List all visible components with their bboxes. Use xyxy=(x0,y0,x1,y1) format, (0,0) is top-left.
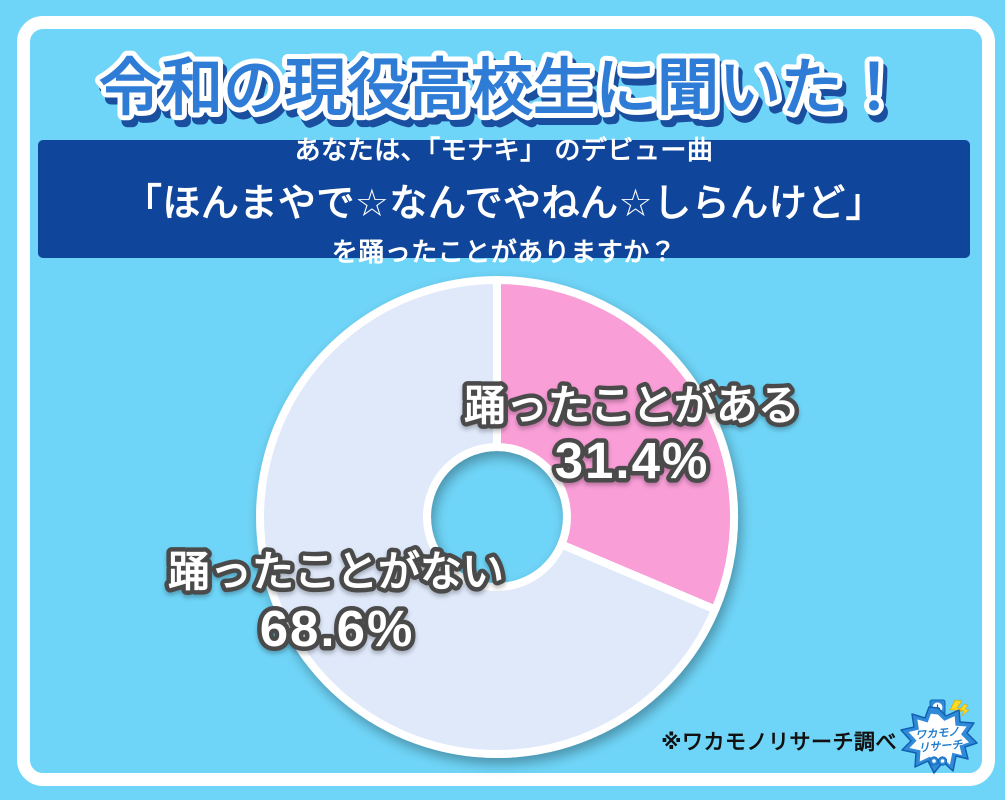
goggles-icon xyxy=(929,756,948,766)
slice-label-have-danced: 踊ったことがある xyxy=(464,382,800,429)
logo-text-line1: ワカモノ xyxy=(915,726,961,742)
burst-bubble xyxy=(900,706,978,774)
slice-value-never-danced: 68.6% xyxy=(260,600,415,657)
source-note: ※ワカモノリサーチ調べ xyxy=(661,731,897,754)
headline: 令和の現役高校生に聞いた！ 令和の現役高校生に聞いた！ xyxy=(94,49,914,135)
slice-label-never-danced: 踊ったことがない xyxy=(168,548,504,595)
pie-slice-never-danced xyxy=(256,276,720,758)
question-line-1: あなたは、「モナキ」 のデビュー曲 xyxy=(294,134,714,165)
logo-text-line2: リサーチ xyxy=(918,739,964,755)
slice-value-have-danced: 31.4% xyxy=(555,432,710,489)
question-banner: あなたは、「モナキ」 のデビュー曲 「ほんまやで☆なんでやねん☆しらんけど」 を… xyxy=(38,135,970,267)
question-line-3: を踊ったことがありますか？ xyxy=(331,236,677,267)
wakamono-research-logo: ワカモノ リサーチ xyxy=(900,699,978,774)
pie-slice-have-danced xyxy=(493,276,738,614)
page-title-shadow: 令和の現役高校生に聞いた！ xyxy=(103,61,909,130)
page-title: 令和の現役高校生に聞いた！ xyxy=(99,54,905,123)
question-line-2: 「ほんまやで☆なんでやねん☆しらんけど」 xyxy=(123,182,885,225)
